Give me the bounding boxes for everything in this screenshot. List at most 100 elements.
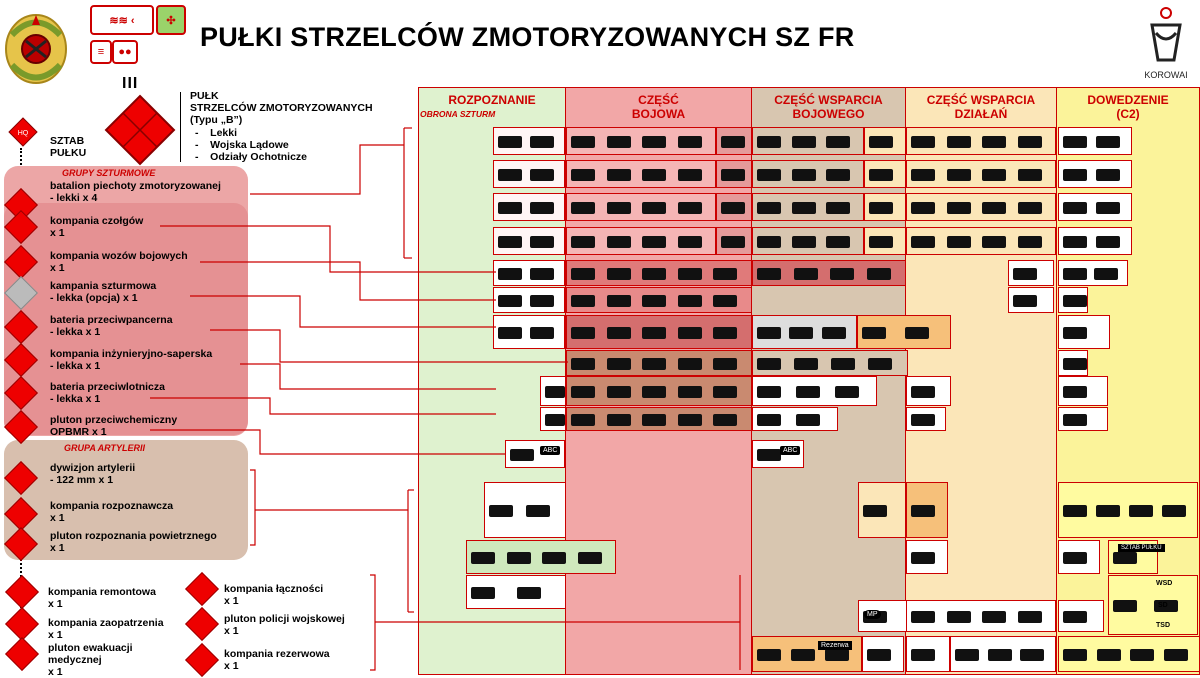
vehicle-silhouette-icon	[606, 327, 631, 339]
vehicle-silhouette-icon	[1017, 136, 1042, 148]
org-cell	[864, 160, 906, 188]
column-title-c2: DOWEDZENIE (C2)	[1087, 93, 1169, 121]
org-cell	[566, 160, 716, 188]
unit-count: - 122 mm x 1	[50, 474, 114, 486]
vehicle-silhouette-icon	[642, 295, 667, 307]
vehicle-silhouette-icon	[862, 327, 886, 339]
org-cell	[493, 260, 565, 286]
unit-count: x 1	[50, 227, 65, 239]
vehicle-silhouette-icon	[1063, 202, 1087, 214]
unit-count: x 1	[50, 512, 65, 524]
vehicle-silhouette-icon	[1017, 169, 1042, 181]
vehicle-silhouette-icon	[911, 236, 935, 248]
org-cell	[1058, 227, 1132, 255]
org-cell	[752, 315, 857, 349]
org-cell	[950, 636, 1056, 672]
vehicle-silhouette-icon	[1129, 505, 1153, 517]
vehicle-silhouette-icon	[1063, 169, 1087, 181]
vehicle-silhouette-icon	[571, 236, 595, 248]
vehicle-silhouette-icon	[1017, 236, 1042, 248]
vehicle-silhouette-icon	[545, 414, 565, 426]
tracks-icon: ●●	[112, 40, 138, 64]
wsd-label: WSD	[1156, 580, 1173, 587]
org-cell	[752, 407, 838, 431]
org-cell	[466, 575, 566, 609]
support-unit-count: x 1	[48, 598, 63, 610]
vehicle-silhouette-icon	[571, 327, 595, 339]
org-cell	[716, 127, 752, 155]
org-cell	[864, 193, 906, 221]
vehicle-silhouette-icon	[757, 169, 781, 181]
org-cell	[566, 193, 716, 221]
org-cell	[752, 127, 864, 155]
tsd-label: TSD	[1156, 622, 1170, 629]
org-cell	[906, 540, 948, 574]
org-cell	[906, 376, 951, 406]
support-unit-label: kompania remontowa	[48, 586, 156, 598]
org-cell	[864, 127, 906, 155]
vehicle-silhouette-icon	[911, 202, 935, 214]
org-cell	[862, 636, 904, 672]
reserve-label: Rezerwa	[818, 641, 852, 650]
vehicle-silhouette-icon	[794, 358, 818, 370]
hq-label: SZTAB PUŁKU	[50, 135, 87, 159]
vehicle-silhouette-icon	[1063, 505, 1087, 517]
vehicle-silhouette-icon	[677, 136, 702, 148]
vehicle-silhouette-icon	[1063, 649, 1087, 661]
vehicle-silhouette-icon	[1063, 268, 1087, 280]
support-unit-count: x 1	[48, 666, 63, 678]
org-cell	[716, 227, 752, 255]
org-cell	[1058, 600, 1104, 632]
vehicle-silhouette-icon	[642, 358, 667, 370]
vehicle-silhouette-icon	[911, 611, 935, 623]
vehicle-silhouette-icon	[713, 414, 738, 426]
vehicle-silhouette-icon	[530, 327, 554, 339]
vehicle-silhouette-icon	[830, 268, 854, 280]
vehicle-silhouette-icon	[498, 327, 522, 339]
org-cell	[906, 227, 1056, 255]
vehicle-silhouette-icon	[530, 236, 554, 248]
vehicle-silhouette-icon	[721, 169, 745, 181]
vehicle-silhouette-icon	[982, 236, 1006, 248]
vehicle-silhouette-icon	[982, 202, 1006, 214]
org-cell	[1058, 260, 1128, 286]
vehicle-silhouette-icon	[869, 136, 893, 148]
vehicle-silhouette-icon	[677, 202, 702, 214]
org-cell	[857, 315, 951, 349]
org-cell	[493, 160, 565, 188]
vehicle-silhouette-icon	[791, 136, 816, 148]
drone-icon: ✣	[156, 5, 186, 35]
org-cell	[566, 376, 752, 406]
unit-label: kampania szturmowa	[50, 280, 157, 292]
org-cell	[566, 227, 716, 255]
vehicle-silhouette-icon	[506, 552, 531, 564]
org-cell	[493, 287, 565, 313]
artillery-group-box	[4, 440, 248, 560]
vehicle-silhouette-icon	[606, 136, 631, 148]
column-title-combat: CZĘŚĆ BOJOWA	[631, 93, 686, 121]
regiment-type: (Typu „B”)	[190, 114, 243, 126]
org-cell	[1058, 127, 1132, 155]
vehicle-silhouette-icon	[677, 295, 702, 307]
org-cell	[752, 376, 877, 406]
vehicle-silhouette-icon	[571, 414, 595, 426]
unit-count: - lekki x 4	[50, 192, 98, 204]
vehicle-silhouette-icon	[1017, 611, 1042, 623]
vehicle-silhouette-icon	[793, 268, 818, 280]
org-cell	[566, 287, 752, 313]
echelon-mark: III	[122, 75, 139, 92]
vehicle-silhouette-icon	[1063, 236, 1087, 248]
support-unit-label: kompania zaopatrzenia	[48, 617, 164, 629]
vehicle-silhouette-icon	[1063, 295, 1087, 307]
vehicle-silhouette-icon	[606, 414, 631, 426]
vehicle-silhouette-icon	[713, 358, 738, 370]
org-cell	[1108, 575, 1198, 635]
ammo-icon: ≡	[90, 40, 112, 64]
vehicle-silhouette-icon	[826, 202, 851, 214]
vehicle-silhouette-icon	[677, 268, 702, 280]
org-cell	[752, 260, 906, 286]
vehicle-silhouette-icon	[946, 202, 971, 214]
org-cell	[1058, 193, 1132, 221]
unit-label: bateria przeciwpancerna	[50, 314, 173, 326]
unit-count: - lekka x 1	[50, 326, 101, 338]
